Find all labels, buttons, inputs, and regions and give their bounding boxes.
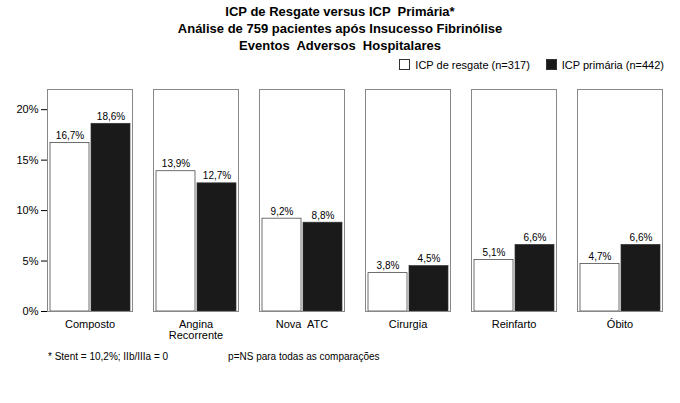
- html-text:* Stent = 10,2%; IIb/IIIa = 0: * Stent = 10,2%; IIb/IIIa = 0: [48, 350, 169, 362]
- html-text:ICP primária (n=442): ICP primária (n=442): [561, 58, 664, 71]
- svg-text:5%: 5%: [23, 254, 39, 266]
- svg-text:6,6%: 6,6%: [524, 232, 547, 243]
- svg-text:13,9%: 13,9%: [162, 158, 190, 169]
- svg-text:9,2%: 9,2%: [271, 205, 294, 216]
- html-text:ICP de resgate (n=317): ICP de resgate (n=317): [415, 58, 530, 71]
- svg-text:Reinfarto: Reinfarto: [492, 318, 537, 330]
- svg-text:0%: 0%: [23, 305, 39, 317]
- svg-text:18,6%: 18,6%: [97, 110, 125, 121]
- svg-text:Composto: Composto: [65, 318, 115, 330]
- svg-text:Óbito: Óbito: [607, 318, 633, 330]
- svg-text:10%: 10%: [16, 204, 38, 216]
- svg-text:8,8%: 8,8%: [312, 209, 335, 220]
- svg-text:20%: 20%: [16, 103, 38, 115]
- svg-text:Nova ATC: Nova ATC: [276, 318, 328, 330]
- svg-text:Cirurgia: Cirurgia: [389, 318, 428, 330]
- svg-text:6,6%: 6,6%: [630, 232, 653, 243]
- svg-text:5,1%: 5,1%: [483, 247, 506, 258]
- svg-text:12,7%: 12,7%: [203, 170, 231, 181]
- svg-text:16,7%: 16,7%: [56, 130, 84, 141]
- svg-text:4,7%: 4,7%: [589, 251, 612, 262]
- html-text:ICP de Resgate versus ICP Prim: ICP de Resgate versus ICP Primária* Anál…: [177, 4, 503, 53]
- svg-text:AnginaRecorrente: AnginaRecorrente: [169, 318, 223, 341]
- svg-text:15%: 15%: [16, 153, 38, 165]
- html-text:p=NS para todas as comparações: p=NS para todas as comparações: [228, 350, 380, 362]
- svg-text:3,8%: 3,8%: [377, 260, 400, 271]
- svg-text:4,5%: 4,5%: [418, 253, 441, 264]
